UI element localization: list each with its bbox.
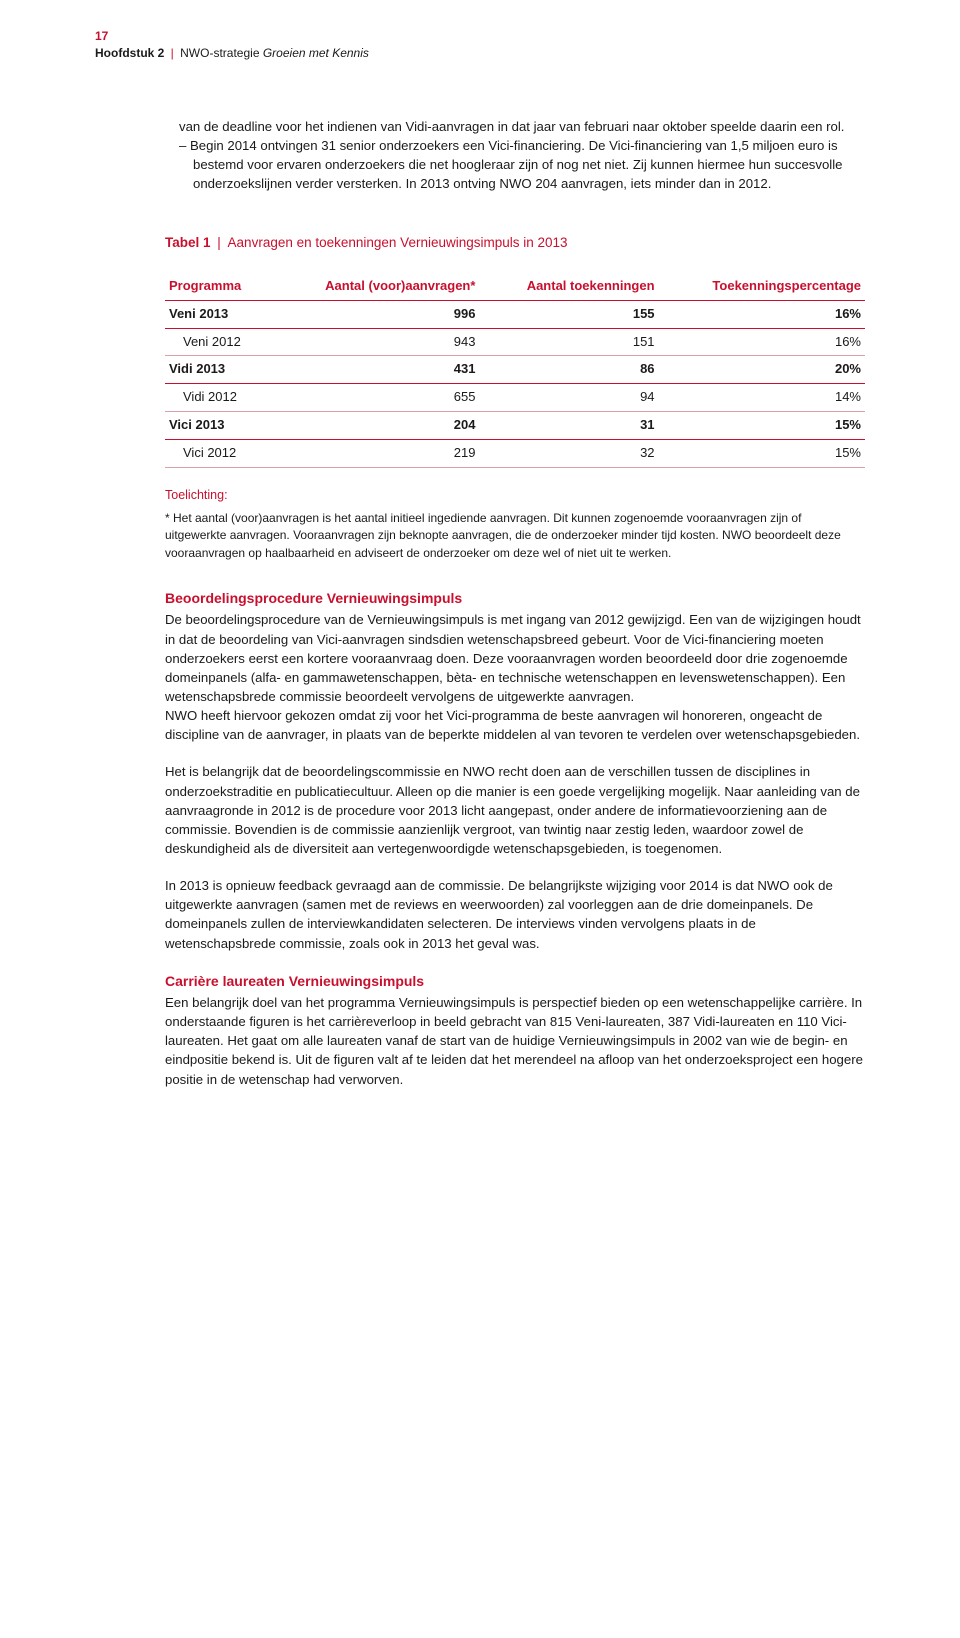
cell-programma: Vici 2013 xyxy=(165,412,271,440)
cell-aanvragen: 204 xyxy=(271,412,480,440)
cell-aanvragen: 655 xyxy=(271,384,480,412)
intro-paragraph: van de deadline voor het indienen van Vi… xyxy=(165,117,865,194)
cell-aanvragen: 431 xyxy=(271,356,480,384)
section2-p1: Een belangrijk doel van het programma Ve… xyxy=(165,993,865,1089)
col-programma: Programma xyxy=(165,273,271,300)
table-row: Veni 201294315116% xyxy=(165,328,865,356)
cell-toekenningen: 94 xyxy=(479,384,658,412)
body-content: van de deadline voor het indienen van Vi… xyxy=(165,117,865,1089)
cell-percentage: 14% xyxy=(659,384,865,412)
strategy-title: Groeien met Kennis xyxy=(263,46,369,60)
chapter-label: Hoofdstuk 2 xyxy=(95,46,164,60)
cell-toekenningen: 151 xyxy=(479,328,658,356)
grants-table: Programma Aantal (voor)aanvragen* Aantal… xyxy=(165,273,865,468)
running-head: Hoofdstuk 2 | NWO-strategie Groeien met … xyxy=(95,45,865,62)
strategy-label: NWO-strategie xyxy=(180,46,259,60)
cell-toekenningen: 155 xyxy=(479,300,658,328)
cell-percentage: 15% xyxy=(659,439,865,467)
table-caption: Tabel 1 | Aanvragen en toekenningen Vern… xyxy=(165,233,865,253)
table-header-row: Programma Aantal (voor)aanvragen* Aantal… xyxy=(165,273,865,300)
section1-head: Beoordelingsprocedure Vernieuwingsimpuls xyxy=(165,588,865,608)
toelichting-body: * Het aantal (voor)aanvragen is het aant… xyxy=(165,510,865,562)
section1-p2: NWO heeft hiervoor gekozen omdat zij voo… xyxy=(165,706,865,744)
col-aanvragen: Aantal (voor)aanvragen* xyxy=(271,273,480,300)
caption-divider: | xyxy=(214,235,225,250)
cell-aanvragen: 219 xyxy=(271,439,480,467)
col-percentage: Toekenningspercentage xyxy=(659,273,865,300)
table-row: Veni 201399615516% xyxy=(165,300,865,328)
cell-programma: Veni 2013 xyxy=(165,300,271,328)
cell-percentage: 15% xyxy=(659,412,865,440)
toelichting-head: Toelichting: xyxy=(165,486,865,504)
cell-toekenningen: 86 xyxy=(479,356,658,384)
cell-aanvragen: 996 xyxy=(271,300,480,328)
cell-programma: Veni 2012 xyxy=(165,328,271,356)
section1-p1: De beoordelingsprocedure van de Vernieuw… xyxy=(165,610,865,706)
table-caption-text: Aanvragen en toekenningen Vernieuwingsim… xyxy=(228,235,568,250)
cell-percentage: 16% xyxy=(659,300,865,328)
table-caption-label: Tabel 1 xyxy=(165,235,211,250)
table-row: Vici 20122193215% xyxy=(165,439,865,467)
table-row: Vidi 20126559414% xyxy=(165,384,865,412)
cell-toekenningen: 32 xyxy=(479,439,658,467)
section1-p4: In 2013 is opnieuw feedback gevraagd aan… xyxy=(165,876,865,953)
cell-toekenningen: 31 xyxy=(479,412,658,440)
running-header: 17 Hoofdstuk 2 | NWO-strategie Groeien m… xyxy=(95,28,865,63)
col-toekenningen: Aantal toekenningen xyxy=(479,273,658,300)
section1-p3: Het is belangrijk dat de beoordelingscom… xyxy=(165,762,865,858)
cell-percentage: 20% xyxy=(659,356,865,384)
cell-aanvragen: 943 xyxy=(271,328,480,356)
table-row: Vidi 20134318620% xyxy=(165,356,865,384)
table-row: Vici 20132043115% xyxy=(165,412,865,440)
page-number: 17 xyxy=(95,28,865,45)
cell-percentage: 16% xyxy=(659,328,865,356)
cell-programma: Vidi 2013 xyxy=(165,356,271,384)
header-divider: | xyxy=(167,46,177,60)
cell-programma: Vidi 2012 xyxy=(165,384,271,412)
intro-line2: Begin 2014 ontvingen 31 senior onderzoek… xyxy=(190,138,843,191)
cell-programma: Vici 2012 xyxy=(165,439,271,467)
table-body: Veni 201399615516%Veni 201294315116%Vidi… xyxy=(165,300,865,467)
section2-head: Carrière laureaten Vernieuwingsimpuls xyxy=(165,971,865,991)
intro-bullet: – Begin 2014 ontvingen 31 senior onderzo… xyxy=(179,136,865,193)
intro-line1: van de deadline voor het indienen van Vi… xyxy=(179,117,865,136)
bullet-dash: – xyxy=(179,138,190,153)
